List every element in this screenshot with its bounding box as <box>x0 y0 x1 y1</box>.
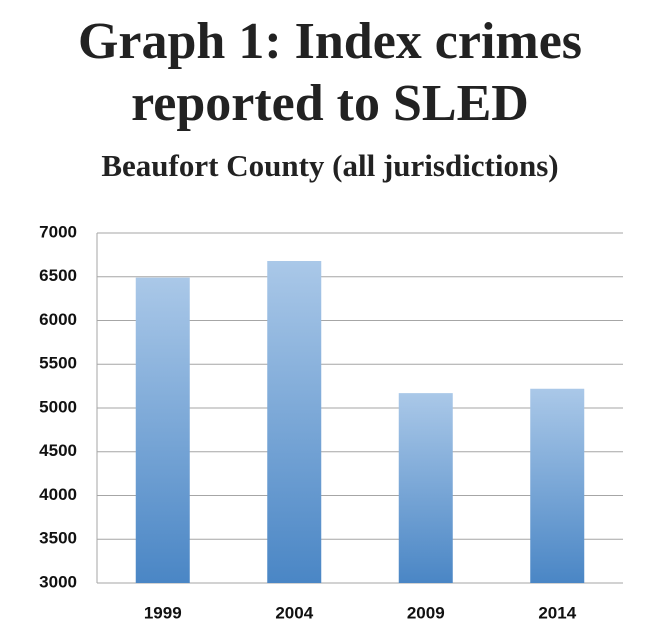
y-tick-label: 6500 <box>39 266 77 285</box>
y-tick-label: 4500 <box>39 441 77 460</box>
bar <box>530 388 585 583</box>
x-tick-label: 1999 <box>144 603 182 622</box>
y-tick-label: 7000 <box>39 222 77 241</box>
y-tick-label: 4000 <box>39 485 77 504</box>
chart-title: reported to SLED <box>131 75 529 132</box>
x-tick-label: 2014 <box>538 603 576 622</box>
x-tick-label: 2009 <box>407 603 445 622</box>
y-tick-label: 5500 <box>39 354 77 373</box>
chart-subtitle: Beaufort County (all jurisdictions) <box>101 148 558 183</box>
y-tick-label: 3000 <box>39 572 77 591</box>
y-tick-label: 5000 <box>39 397 77 416</box>
bar <box>135 277 190 583</box>
bar <box>267 261 322 583</box>
bar <box>398 393 453 583</box>
y-tick-label: 3500 <box>39 529 77 548</box>
x-tick-label: 2004 <box>275 603 313 622</box>
chart-title: Graph 1: Index crimes <box>78 13 582 70</box>
y-tick-label: 6000 <box>39 310 77 329</box>
